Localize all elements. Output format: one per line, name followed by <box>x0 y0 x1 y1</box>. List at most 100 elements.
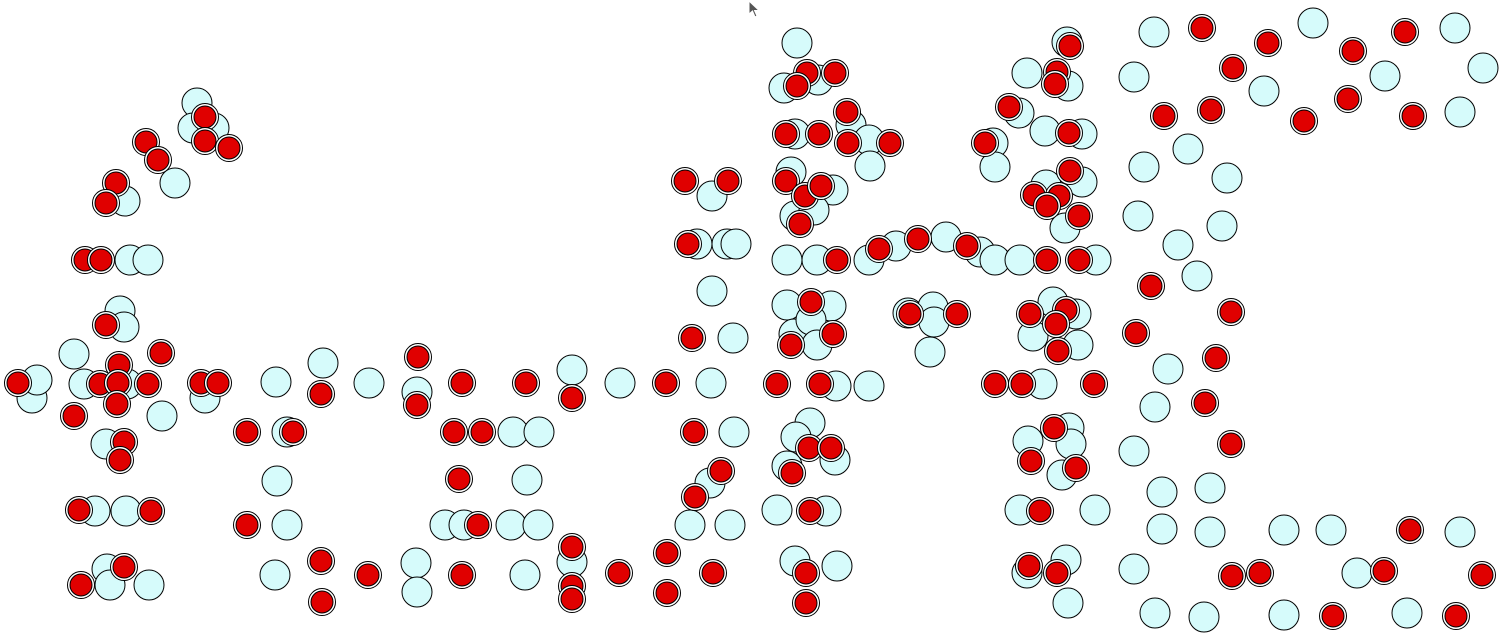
red-piece[interactable] <box>87 246 115 274</box>
light-piece[interactable] <box>1391 597 1423 629</box>
red-piece-disc[interactable] <box>654 371 678 395</box>
red-piece-disc[interactable] <box>1058 159 1082 183</box>
red-piece-disc[interactable] <box>514 371 538 395</box>
red-piece-disc[interactable] <box>356 563 380 587</box>
light-piece-disc[interactable] <box>556 354 588 386</box>
red-piece[interactable] <box>60 402 88 430</box>
light-piece[interactable] <box>1052 587 1084 619</box>
red-piece[interactable] <box>834 129 862 157</box>
red-piece[interactable] <box>1062 454 1090 482</box>
light-piece[interactable] <box>509 559 541 591</box>
red-piece[interactable] <box>807 172 835 200</box>
light-piece[interactable] <box>1138 16 1170 48</box>
red-piece[interactable] <box>876 129 904 157</box>
light-piece[interactable] <box>511 464 543 496</box>
red-piece[interactable] <box>1015 552 1043 580</box>
red-piece-disc[interactable] <box>997 95 1021 119</box>
red-piece[interactable] <box>1016 300 1044 328</box>
light-piece-disc[interactable] <box>522 509 554 541</box>
red-piece-disc[interactable] <box>108 448 132 472</box>
red-piece-disc[interactable] <box>774 169 798 193</box>
red-piece[interactable] <box>1043 559 1071 587</box>
light-piece-disc[interactable] <box>271 509 303 541</box>
light-piece[interactable] <box>1118 553 1150 585</box>
light-piece-disc[interactable] <box>146 400 178 432</box>
red-piece[interactable] <box>233 418 261 446</box>
light-piece[interactable] <box>132 244 164 276</box>
red-piece-disc[interactable] <box>1152 104 1176 128</box>
light-piece[interactable] <box>523 416 555 448</box>
light-piece-disc[interactable] <box>761 494 793 526</box>
light-piece-disc[interactable] <box>1341 557 1373 589</box>
red-piece[interactable] <box>821 59 849 87</box>
red-piece-disc[interactable] <box>139 499 163 523</box>
red-piece[interactable] <box>671 167 699 195</box>
light-piece-disc[interactable] <box>1391 597 1423 629</box>
red-piece[interactable] <box>823 246 851 274</box>
red-piece-disc[interactable] <box>450 371 474 395</box>
light-piece-disc[interactable] <box>771 244 803 276</box>
red-piece-disc[interactable] <box>560 535 584 559</box>
red-piece[interactable] <box>464 511 492 539</box>
red-piece-disc[interactable] <box>442 420 466 444</box>
red-piece-disc[interactable] <box>112 555 136 579</box>
red-piece[interactable] <box>797 288 825 316</box>
red-piece-disc[interactable] <box>785 74 809 98</box>
red-piece[interactable] <box>512 369 540 397</box>
red-piece[interactable] <box>1056 157 1084 185</box>
red-piece-disc[interactable] <box>835 100 859 124</box>
red-piece[interactable] <box>1137 272 1165 300</box>
red-piece[interactable] <box>1033 192 1061 220</box>
red-piece-disc[interactable] <box>6 371 30 395</box>
red-piece[interactable] <box>215 134 243 162</box>
red-piece-disc[interactable] <box>1219 300 1243 324</box>
red-piece-disc[interactable] <box>136 372 160 396</box>
red-piece[interactable] <box>134 370 162 398</box>
light-piece[interactable] <box>1369 60 1401 92</box>
light-piece[interactable] <box>1172 133 1204 165</box>
red-piece-disc[interactable] <box>701 561 725 585</box>
red-piece[interactable] <box>796 497 824 525</box>
red-piece-disc[interactable] <box>1220 564 1244 588</box>
light-piece-disc[interactable] <box>821 550 853 582</box>
red-piece[interactable] <box>953 232 981 260</box>
red-piece-disc[interactable] <box>405 393 429 417</box>
red-piece-disc[interactable] <box>898 302 922 326</box>
red-piece-disc[interactable] <box>797 436 821 460</box>
red-piece-disc[interactable] <box>809 174 833 198</box>
red-piece-disc[interactable] <box>673 169 697 193</box>
red-piece-disc[interactable] <box>906 227 930 251</box>
red-piece[interactable] <box>772 120 800 148</box>
red-piece-disc[interactable] <box>309 549 333 573</box>
red-piece[interactable] <box>110 553 138 581</box>
red-piece[interactable] <box>714 167 742 195</box>
red-piece[interactable] <box>1468 561 1496 589</box>
red-piece-disc[interactable] <box>1341 39 1365 63</box>
red-piece[interactable] <box>1191 389 1219 417</box>
light-piece-disc[interactable] <box>1138 16 1170 48</box>
red-piece[interactable] <box>403 391 431 419</box>
light-piece[interactable] <box>307 347 339 379</box>
red-piece-disc[interactable] <box>878 131 902 155</box>
red-piece-disc[interactable] <box>808 372 832 396</box>
light-piece-disc[interactable] <box>1146 476 1178 508</box>
red-piece[interactable] <box>103 390 131 418</box>
red-piece-disc[interactable] <box>1336 87 1360 111</box>
light-piece[interactable] <box>720 228 752 260</box>
red-piece-disc[interactable] <box>1204 346 1228 370</box>
red-piece[interactable] <box>104 369 132 397</box>
red-piece[interactable] <box>445 465 473 493</box>
red-piece-disc[interactable] <box>1042 416 1066 440</box>
red-piece[interactable] <box>783 72 811 100</box>
light-piece-disc[interactable] <box>853 370 885 402</box>
red-piece[interactable] <box>865 235 893 263</box>
light-piece-disc[interactable] <box>1052 587 1084 619</box>
red-piece-disc[interactable] <box>1035 194 1059 218</box>
light-piece-disc[interactable] <box>1444 96 1476 128</box>
light-piece-disc[interactable] <box>401 576 433 608</box>
red-piece-disc[interactable] <box>450 563 474 587</box>
red-piece[interactable] <box>819 320 847 348</box>
red-piece-disc[interactable] <box>69 573 93 597</box>
red-piece[interactable] <box>680 418 708 446</box>
light-piece[interactable] <box>1444 516 1476 548</box>
